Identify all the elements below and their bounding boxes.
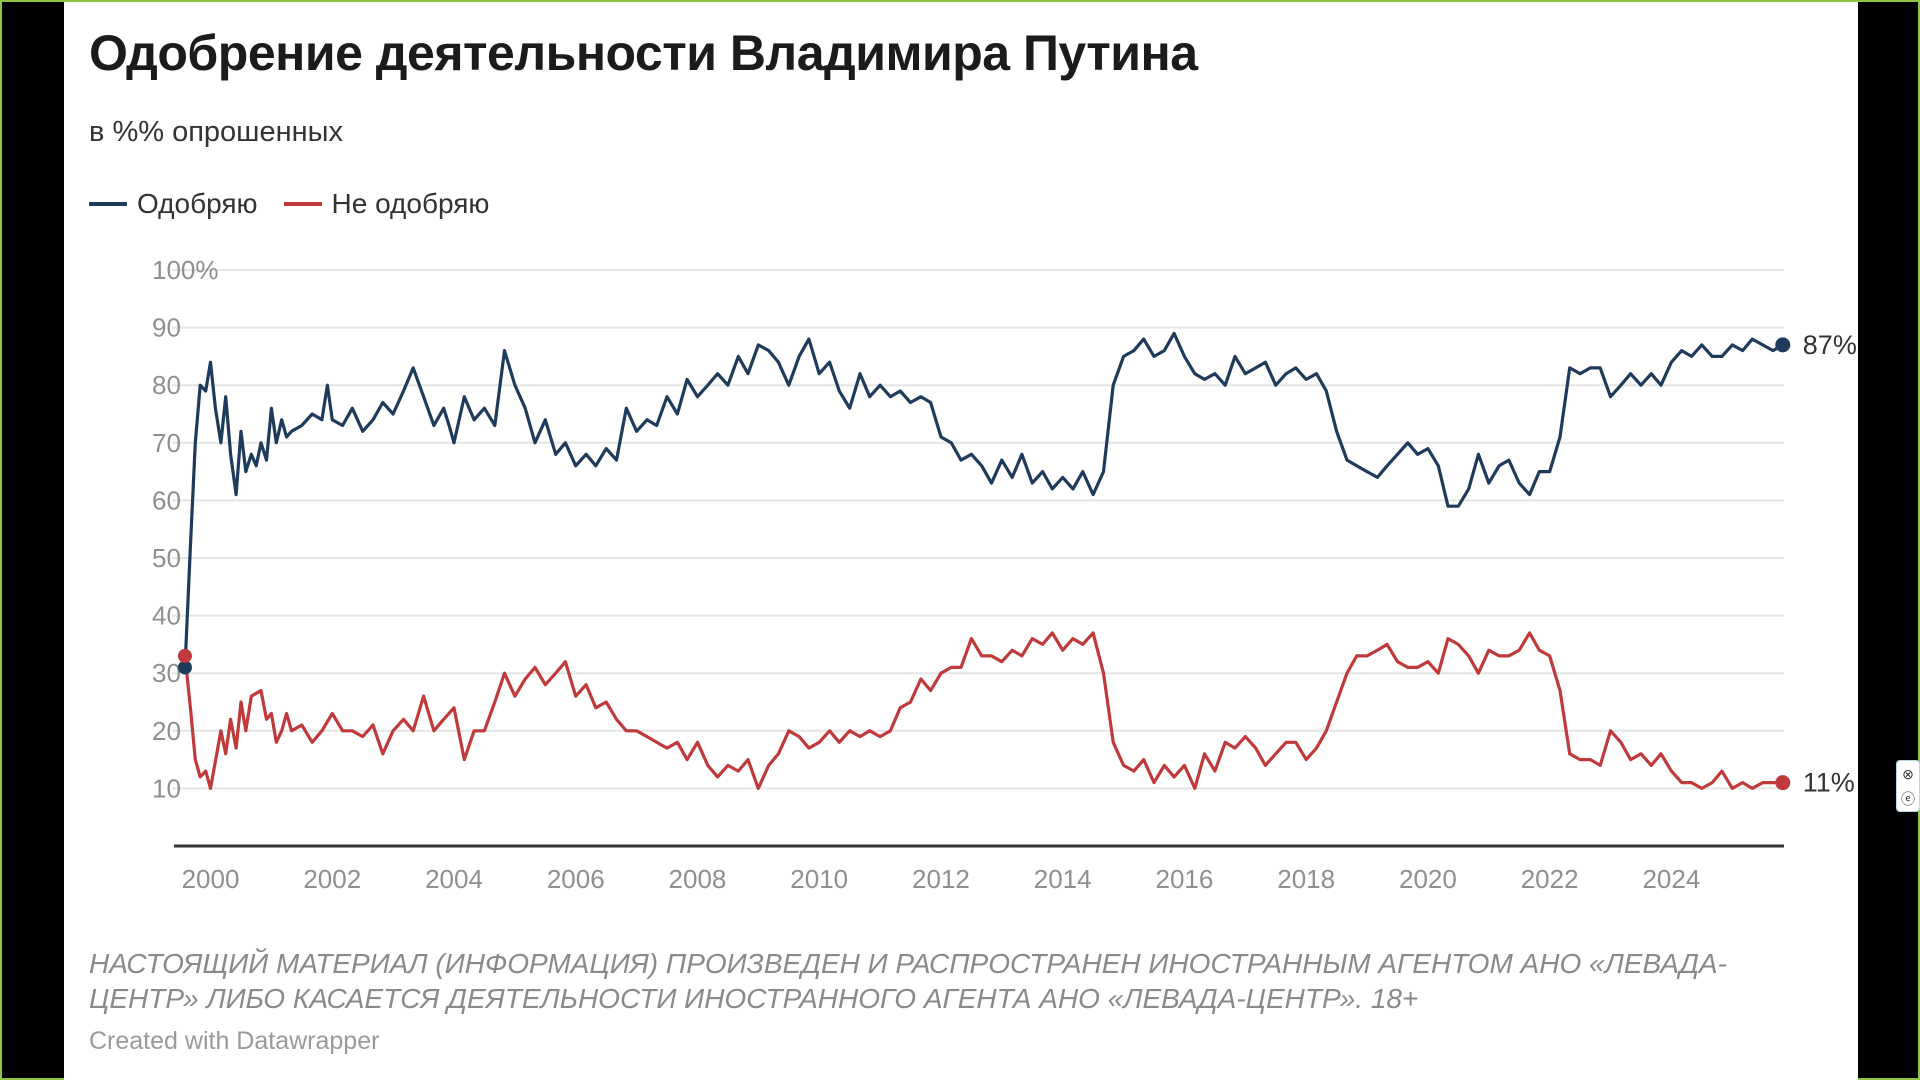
y-tick-label: 70 (152, 428, 181, 458)
x-tick-label: 2004 (425, 864, 483, 894)
y-tick-label: 100% (152, 255, 219, 285)
e-icon[interactable]: ⓔ (1901, 790, 1915, 807)
series-endpoints: 87% 11% (177, 330, 1857, 798)
y-tick-label: 80 (152, 370, 181, 400)
y-tick-label: 60 (152, 485, 181, 515)
legend-item-disapprove: Не одобряю (283, 188, 490, 220)
series-end-label-1: 11% (1803, 768, 1855, 798)
x-tick-label: 2002 (303, 864, 361, 894)
y-tick-label: 90 (152, 313, 181, 343)
datawrapper-credit: Created with Datawrapper (89, 1027, 380, 1055)
x-tick-label: 2016 (1156, 864, 1214, 894)
series-end-dot-0 (1775, 337, 1791, 353)
legend-label-disapprove: Не одобряю (331, 188, 490, 219)
chart-title: Одобрение деятельности Владимира Путина (89, 25, 1198, 81)
x-axis-labels: 2000 2002 2004 2006 2008 2010 2012 2014 2016 2018… (182, 864, 1701, 894)
y-tick-label: 50 (152, 543, 181, 573)
legend-swatch-approve (89, 202, 127, 206)
x-tick-label: 2000 (182, 864, 240, 894)
x-tick-label: 2020 (1399, 864, 1457, 894)
side-widget[interactable]: ⊗ ⓔ (1896, 760, 1920, 812)
y-tick-label: 10 (152, 773, 181, 803)
legend-item-approve: Одобряю (89, 188, 258, 220)
series-end-dot-1 (1775, 775, 1791, 791)
series-line-1 (183, 631, 1783, 790)
x-tick-label: 2022 (1521, 864, 1579, 894)
series-end-label-0: 87% (1803, 330, 1857, 360)
chart-subtitle: в %% опрошенных (89, 116, 343, 148)
legend-label-approve: Одобряю (137, 188, 258, 219)
y-axis-labels: 10 20 30 40 50 60 70 80 90 100% (152, 255, 219, 803)
gridlines (172, 269, 1784, 790)
series-line-0 (183, 331, 1784, 668)
x-tick-label: 2024 (1642, 864, 1700, 894)
y-tick-label: 30 (152, 658, 181, 688)
x-tick-label: 2010 (790, 864, 848, 894)
x-tick-label: 2006 (547, 864, 605, 894)
y-tick-label: 40 (152, 601, 181, 631)
x-tick-label: 2014 (1034, 864, 1092, 894)
y-tick-label: 20 (152, 716, 181, 746)
close-icon[interactable]: ⊗ (1902, 765, 1914, 782)
legend-swatch-disapprove (283, 202, 322, 206)
series-start-dot-0 (177, 660, 192, 675)
x-tick-label: 2008 (669, 864, 727, 894)
foreign-agent-notice: НАСТОЯЩИЙ МАТЕРИАЛ (ИНФОРМАЦИЯ) ПРОИЗВЕД… (89, 948, 1727, 1014)
x-tick-label: 2012 (912, 864, 970, 894)
series-lines (183, 331, 1784, 790)
chart-legend: Одобряю Не одобряю (89, 188, 515, 220)
x-tick-label: 2018 (1277, 864, 1335, 894)
series-start-dot-1 (177, 648, 192, 663)
chart-panel (64, 2, 1858, 1080)
